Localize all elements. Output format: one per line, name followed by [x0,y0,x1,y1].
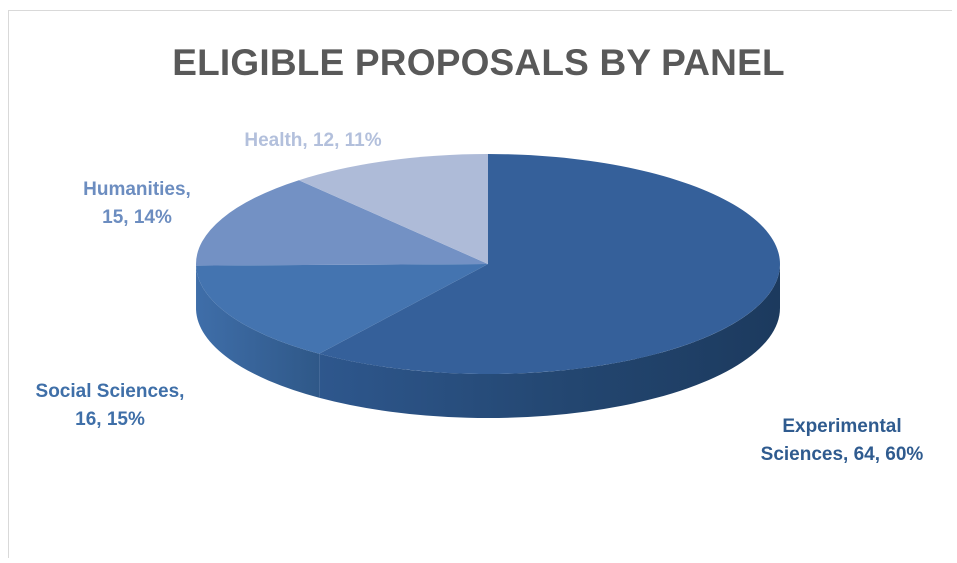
data-label-line: Humanities, [83,179,191,200]
pie-wall-experimental-sciences [319,264,780,418]
pie-wall-social-sciences [196,265,320,398]
data-label-line: 16, 15% [75,409,145,430]
data-label-line: Experimental [782,416,901,437]
pie-slice-humanities [196,180,488,266]
data-label-line: Sciences, 64, 60% [761,444,924,465]
data-label-line: 15, 14% [102,207,172,228]
chart-title: ELIGIBLE PROPOSALS BY PANEL [172,42,785,83]
pie-slice-health [298,154,488,264]
pie-slice-social-sciences [196,264,488,354]
data-label-line: Social Sciences, [36,381,185,402]
data-label-line: Health, 12, 11% [244,130,381,151]
data-label-social-sciences: Social Sciences, 16, 15% [36,381,185,430]
data-label-health: Health, 12, 11% [244,130,381,151]
pie-slice-experimental-sciences [319,154,781,374]
chart-frame [8,10,952,558]
data-label-humanities: Humanities, 15, 14% [83,179,191,228]
data-label-experimental-sciences: Experimental Sciences, 64, 60% [761,416,924,465]
